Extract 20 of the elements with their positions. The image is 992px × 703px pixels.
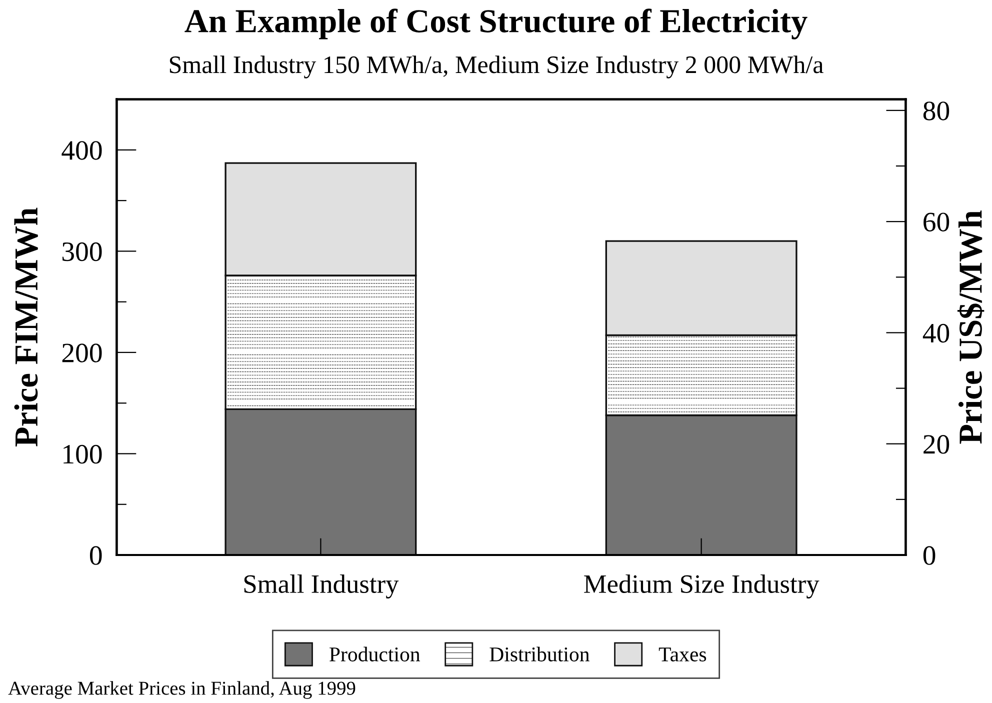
y2-tick-label: 80 (923, 102, 950, 120)
legend-label: Taxes (658, 648, 706, 662)
y-tick-label: 0 (90, 546, 102, 565)
y-axis-title: Price FIM/MWh (14, 208, 38, 446)
y-tick-label: 200 (62, 344, 102, 362)
y2-tick-label: 0 (923, 546, 936, 565)
y2-axis-title: Price US$/MWh (957, 210, 984, 444)
y2-tick-label: 60 (924, 212, 950, 232)
y-tick-label: 400 (62, 141, 102, 160)
y2-tick-label: 40 (922, 324, 950, 343)
y-tick-label: 100 (64, 444, 102, 464)
chart-title: An Example of Cost Structure of Electricity (184, 8, 808, 40)
x-tick-label: Medium Size Industry (584, 574, 820, 598)
y-tick-label: 300 (62, 242, 102, 262)
y2-tick-label: 20 (924, 435, 950, 454)
text: Average Market Prices in Finland, Aug 1999 (8, 681, 356, 699)
x-tick-label: Small Industry (244, 574, 399, 598)
text: Distribution (490, 646, 590, 662)
chart-subtitle: Small Industry 150 MWh/a, Medium Size Industry 2 000 MWh/a (170, 56, 824, 78)
legend-label: Production (330, 646, 420, 662)
